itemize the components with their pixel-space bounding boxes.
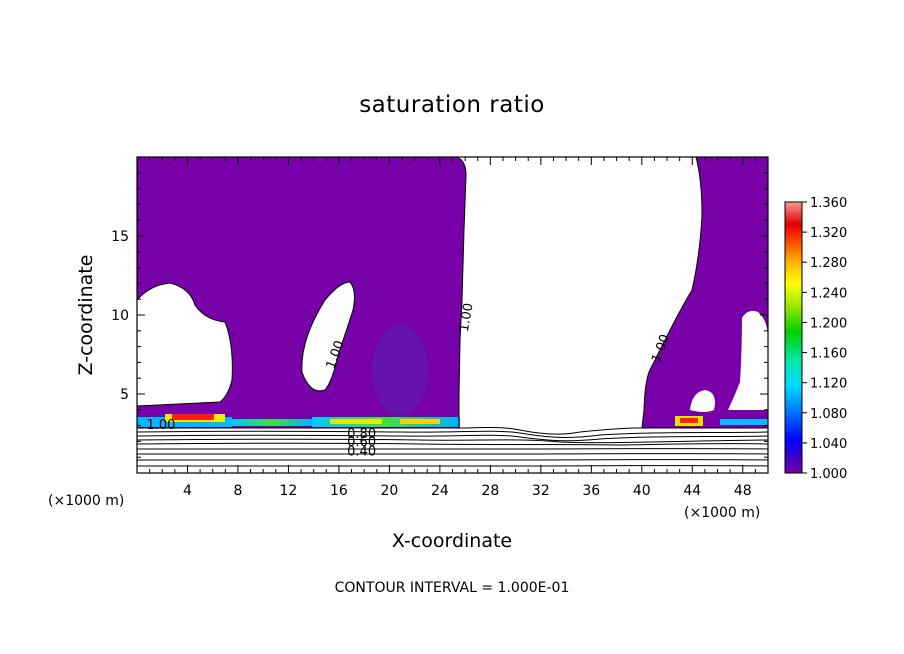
contour-label: 0.60 — [347, 435, 376, 450]
contour-labels: 1.001.001.001.000.800.600.40 — [147, 302, 674, 460]
x-tick-label: 12 — [280, 483, 298, 499]
colorbar-tick-label: 1.080 — [810, 407, 847, 422]
contour-label: 1.00 — [147, 418, 176, 433]
colorbar-tick-label: 1.280 — [810, 256, 847, 271]
x-tick-label: 32 — [532, 483, 550, 499]
x-axis-title: X-coordinate — [392, 530, 512, 552]
colorbar-tick-label: 1.320 — [810, 226, 847, 241]
x-tick-label: 28 — [481, 483, 499, 499]
y-tick-label: 10 — [111, 308, 129, 324]
colorbar-tick-label: 1.160 — [810, 347, 847, 362]
saturated-region-right — [642, 157, 768, 428]
contour-label: 0.40 — [347, 445, 376, 460]
colorbar-tick-label: 1.240 — [810, 286, 847, 301]
y-axis: 5 10 15 — [111, 172, 768, 458]
x-tick-label: 24 — [431, 483, 449, 499]
colorbar: 1.000 1.040 1.080 1.120 1.160 1.200 1.240 1.280… — [784, 196, 847, 482]
x-tick-label: 48 — [734, 483, 752, 499]
x-tick-label: 4 — [183, 483, 192, 499]
x-tick-label: 36 — [582, 483, 600, 499]
x-tick-label: 8 — [233, 483, 242, 499]
contour-label: 0.80 — [347, 427, 376, 442]
colorbar-tick-label: 1.000 — [810, 467, 847, 482]
supersaturation-streaks — [137, 414, 768, 427]
colorbar-tick-label: 1.200 — [810, 316, 847, 331]
chart-title: saturation ratio — [359, 92, 545, 118]
x-tick-label: 40 — [633, 483, 651, 499]
y-axis-title: Z-coordinate — [75, 255, 97, 376]
contour-interval-note: CONTOUR INTERVAL = 1.000E-01 — [335, 580, 570, 596]
x-unit-label-left: (×1000 m) — [48, 493, 124, 509]
colorbar-ticks: 1.000 1.040 1.080 1.120 1.160 1.200 1.240 1.280… — [802, 196, 847, 482]
colorbar-gradient — [784, 201, 803, 474]
x-tick-label: 44 — [683, 483, 701, 499]
x-tick-label: 16 — [330, 483, 348, 499]
x-axis: 4 8 12 16 20 24 28 32 36 40 44 48 — [149, 157, 756, 499]
x-tick-label: 20 — [380, 483, 398, 499]
plot-area: 1.001.001.001.000.800.600.40 — [137, 157, 768, 473]
y-tick-label: 15 — [111, 229, 129, 245]
x-unit-label-right: (×1000 m) — [684, 505, 760, 521]
colorbar-tick-label: 1.120 — [810, 377, 847, 392]
y-tick-label: 5 — [120, 387, 129, 403]
colorbar-tick-label: 1.360 — [810, 196, 847, 211]
contour-lines — [137, 157, 768, 467]
contour-label: 1.00 — [457, 302, 477, 333]
colorbar-tick-label: 1.040 — [810, 437, 847, 452]
